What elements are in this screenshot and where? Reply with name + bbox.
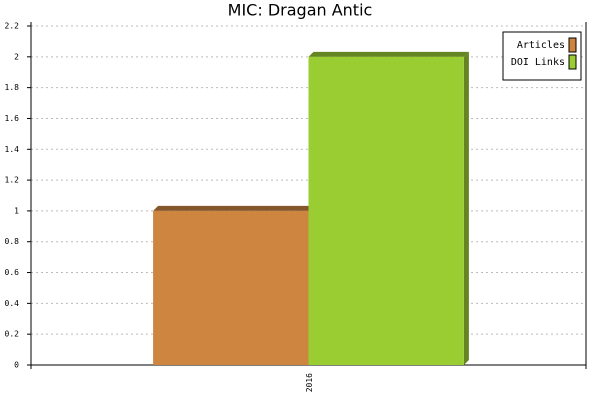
bar [153,210,309,365]
y-tick-label: 1.8 [5,83,20,92]
legend-box [502,31,582,81]
chart-title: MIC: Dragan Antic [228,1,373,20]
bar [308,56,464,366]
bar-depth [308,51,469,57]
y-tick-label: 0.6 [5,268,20,277]
legend-swatch [568,37,577,53]
y-tick-label: 2.2 [5,22,20,31]
y-tick-label: 1.2 [5,176,20,185]
y-tick-label: 0.2 [5,330,20,339]
x-tick-label: 2016 [305,373,314,392]
legend-swatch [568,54,577,70]
y-tick-label: 0.4 [5,299,20,308]
bar-depth [463,51,469,366]
legend-label: Articles [517,40,565,51]
legend: Articles DOI Links [502,31,582,81]
legend-label: DOI Links [511,57,565,68]
y-tick-label: 1.4 [5,145,20,154]
y-tick-label: 1 [14,206,19,215]
bar-depth [153,205,314,211]
y-tick-label: 2 [14,52,19,61]
y-tick-label: 1.6 [5,114,20,123]
y-tick-label: 0 [14,361,19,370]
y-tick-label: 0.8 [5,237,20,246]
